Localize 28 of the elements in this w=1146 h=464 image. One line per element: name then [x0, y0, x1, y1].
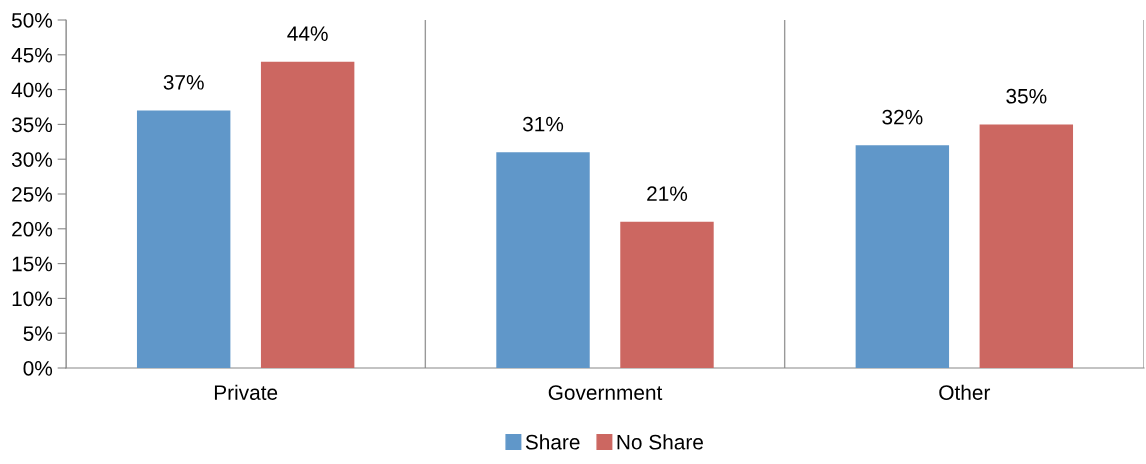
y-tick-label: 10% — [12, 291, 53, 307]
legend-label: No Share — [617, 434, 703, 450]
y-tick-label: 50% — [11, 13, 53, 28]
y-tick-label: 0% — [23, 361, 53, 376]
y-tick-label: 20% — [12, 221, 53, 237]
bar — [620, 221, 714, 368]
y-tick-label: 25% — [12, 187, 53, 202]
y-tick-label: 30% — [11, 152, 53, 167]
y-tick-label: 15% — [12, 256, 53, 272]
x-tick-label: Other — [939, 384, 991, 400]
bar — [855, 145, 950, 368]
x-tick-label: Private — [214, 384, 278, 400]
y-tick-label: 35% — [11, 117, 53, 133]
data-label: 31% — [522, 116, 564, 132]
data-label: 44% — [287, 26, 328, 41]
data-label: 21% — [647, 186, 688, 201]
bar — [979, 124, 1074, 368]
x-tick-label: Government — [548, 385, 663, 400]
bar — [136, 110, 231, 368]
bar — [496, 152, 590, 368]
y-tick-label: 5% — [23, 326, 53, 341]
data-label: 32% — [882, 109, 923, 125]
bar — [260, 61, 355, 368]
y-tick-label: 45% — [11, 47, 53, 63]
legend-label: Share — [525, 434, 580, 450]
data-label: 37% — [163, 74, 204, 90]
y-tick-label: 40% — [11, 82, 53, 98]
data-label: 35% — [1006, 88, 1047, 104]
